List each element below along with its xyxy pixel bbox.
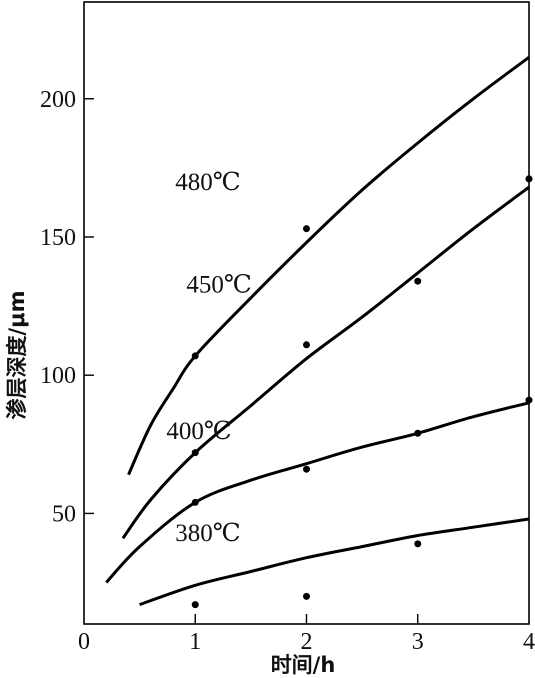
data-point xyxy=(525,396,533,404)
data-point xyxy=(191,601,199,609)
y-axis-title: 渗层深度/μm xyxy=(5,290,29,419)
series-curve xyxy=(121,185,530,540)
x-tick-label: 0 xyxy=(78,629,90,655)
data-point xyxy=(414,540,422,548)
x-tick-label: 4 xyxy=(523,629,535,655)
x-tick-label: 3 xyxy=(412,629,424,655)
series-curve xyxy=(105,401,530,584)
curve-label: 450℃ xyxy=(186,271,251,298)
data-points xyxy=(191,175,533,609)
data-point xyxy=(191,352,199,360)
curve-labels: 480℃ 450℃ 400℃ 380℃ xyxy=(166,169,251,547)
plot-frame xyxy=(83,1,530,625)
series-curve xyxy=(139,517,530,607)
series-curve xyxy=(127,56,530,476)
data-point xyxy=(525,175,533,183)
x-tick-label: 2 xyxy=(301,629,313,655)
curves xyxy=(105,56,530,607)
curve-label: 480℃ xyxy=(175,169,240,196)
y-tick-label: 200 xyxy=(40,87,76,113)
curve-label: 380℃ xyxy=(175,520,240,547)
y-tick-label: 150 xyxy=(40,225,76,251)
plot-area xyxy=(83,1,530,625)
x-axis-title: 时间/h xyxy=(271,653,336,677)
curve-label: 400℃ xyxy=(166,418,231,445)
data-point xyxy=(303,225,310,233)
data-point xyxy=(191,449,199,457)
data-point xyxy=(414,277,422,285)
data-point xyxy=(414,429,422,437)
x-tick-label: 1 xyxy=(189,629,201,655)
y-tick-label: 100 xyxy=(40,363,76,389)
y-tick-label: 50 xyxy=(52,501,76,527)
data-point xyxy=(303,465,310,473)
data-point xyxy=(303,592,310,600)
data-point xyxy=(303,341,310,349)
data-point xyxy=(191,498,199,506)
ticks: 0 1 2 3 4 50 100 150 200 xyxy=(40,87,535,655)
